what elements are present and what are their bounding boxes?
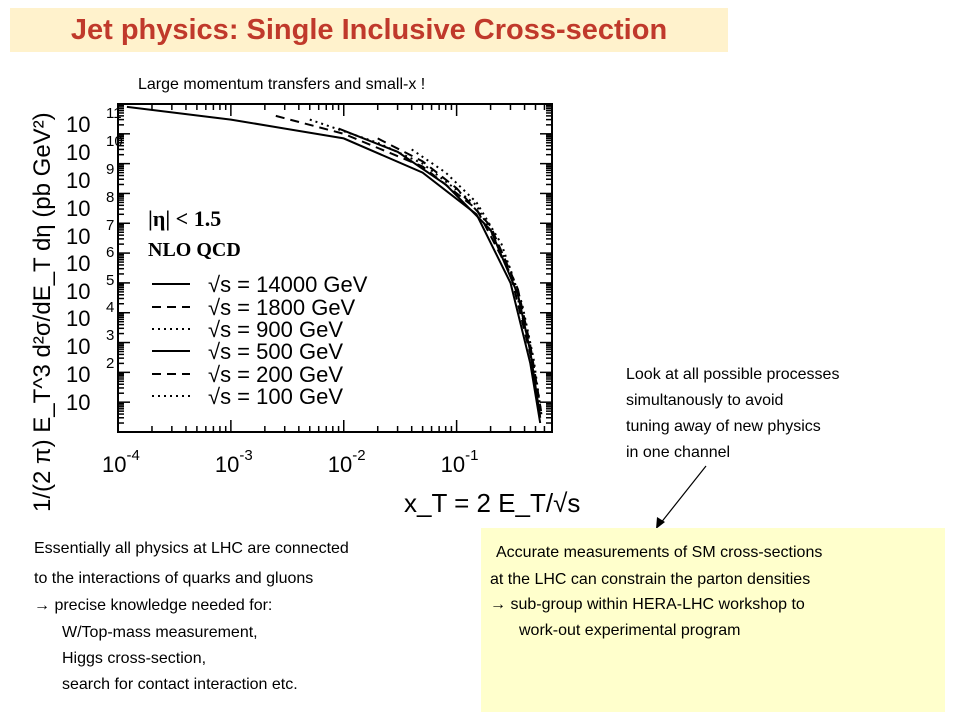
x-axis-label: x_T = 2 E_T/√s: [404, 488, 580, 518]
note-right: Look at all possible processes simultano…: [626, 362, 839, 466]
legend-label: √s = 900 GeV: [208, 317, 343, 342]
arrow-head: [656, 517, 665, 529]
note-line: Look at all possible processes: [626, 366, 840, 383]
title-banner: Jet physics: Single Inclusive Cross-sect…: [10, 8, 728, 52]
y-tick-label: 10 3: [66, 327, 114, 359]
legend-label: √s = 100 GeV: [208, 384, 343, 409]
legend-label: √s = 500 GeV: [208, 339, 343, 364]
bottom-left-line: to the interactions of quarks and gluons: [34, 570, 314, 587]
bottom-left-line: Essentially all physics at LHC are conne…: [34, 540, 349, 557]
callout-arrow: [659, 465, 707, 525]
bottom-left-line: search for contact interaction etc.: [62, 676, 298, 693]
box-line: at the LHC can constrain the parton dens…: [490, 571, 811, 588]
y-tick-label: 10 2: [66, 355, 114, 387]
bottom-left-line: → precise knowledge needed for:: [34, 597, 273, 614]
bottom-left-line: W/Top-mass measurement,: [62, 624, 258, 641]
y-tick-label: 10 7: [66, 217, 114, 249]
y-tick-label: 10 10: [66, 133, 123, 165]
y-tick-label: 10 8: [66, 189, 114, 221]
y-tick-label: 10: [66, 390, 90, 415]
series-curve-6: [411, 148, 543, 418]
box-line: → sub-group within HERA-LHC workshop to: [490, 596, 805, 613]
y-tick-label: 10 5: [66, 272, 114, 304]
legend-label: √s = 14000 GeV: [208, 272, 368, 297]
note-line: in one channel: [626, 444, 731, 461]
x-tick-label: 10-3: [215, 447, 253, 477]
box-line: Accurate measurements of SM cross-sectio…: [496, 544, 823, 561]
eta-annotation: |η| < 1.5: [148, 206, 221, 231]
y-tick-label: 10 11: [66, 105, 122, 137]
y-tick-label: 10 4: [66, 299, 114, 331]
legend-label: √s = 1800 GeV: [208, 295, 356, 320]
highlight-box: Accurate measurements of SM cross-sectio…: [481, 528, 945, 712]
note-line: tuning away of new physics: [626, 418, 821, 435]
x-tick-label: 10-1: [441, 447, 479, 477]
series-curve-1: [126, 105, 542, 424]
x-tick-label: 10-4: [102, 447, 140, 477]
subtitle: Large momentum transfers and small-x !: [138, 76, 426, 93]
legend-label: √s = 200 GeV: [208, 362, 343, 387]
series-curve-5: [377, 137, 543, 412]
x-tick-label: 10-2: [328, 447, 366, 477]
y-axis-label: 1/(2 π) E_T^3 d²σ/dE_T dη (pb GeV²): [29, 112, 56, 512]
box-line: work-out experimental program: [519, 622, 741, 639]
nlo-annotation: NLO QCD: [148, 239, 241, 261]
y-tick-label: 10 9: [66, 161, 114, 193]
note-line: simultanously to avoid: [626, 392, 784, 409]
page-title: Jet physics: Single Inclusive Cross-sect…: [70, 14, 668, 46]
y-tick-label: 10 6: [66, 244, 114, 276]
bottom-left-line: Higgs cross-section,: [62, 650, 207, 667]
